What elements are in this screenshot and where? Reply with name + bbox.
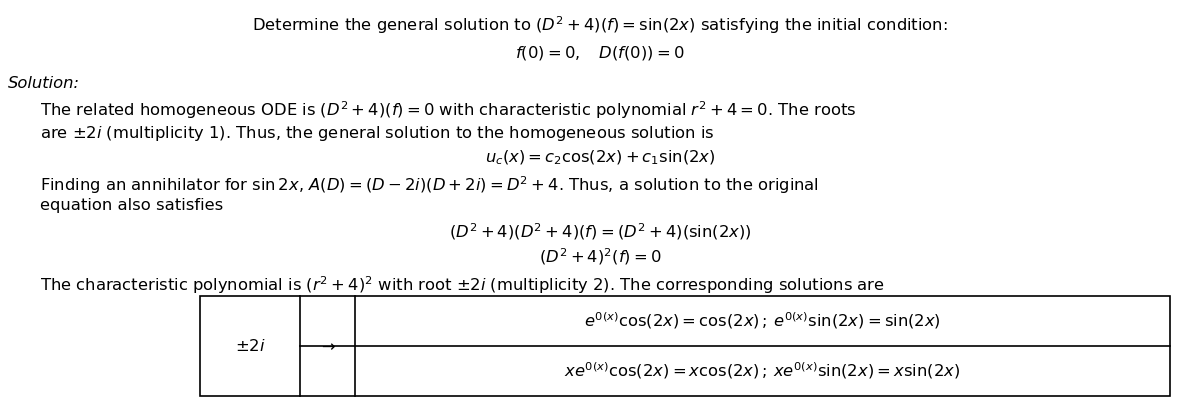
Text: $\pm 2i$: $\pm 2i$ xyxy=(235,338,265,354)
Text: are $\pm 2i$ (multiplicity 1). Thus, the general solution to the homogeneous sol: are $\pm 2i$ (multiplicity 1). Thus, the… xyxy=(40,124,714,143)
Text: equation also satisfies: equation also satisfies xyxy=(40,198,223,213)
Text: Finding an annihilator for $\sin 2x$, $A(D) = (D - 2i)(D + 2i) = D^2 + 4$. Thus,: Finding an annihilator for $\sin 2x$, $A… xyxy=(40,174,818,196)
Text: $(D^2 + 4)(D^2 + 4)(f) = (D^2 + 4)(\sin(2x))$: $(D^2 + 4)(D^2 + 4)(f) = (D^2 + 4)(\sin(… xyxy=(449,221,751,242)
Text: The related homogeneous ODE is $(D^2 + 4)(f) = 0$ with characteristic polynomial: The related homogeneous ODE is $(D^2 + 4… xyxy=(40,99,857,121)
Text: $xe^{0(x)}\cos(2x) = x\cos(2x)\,;\, xe^{0(x)}\sin(2x) = x\sin(2x)$: $xe^{0(x)}\cos(2x) = x\cos(2x)\,;\, xe^{… xyxy=(564,361,960,381)
Text: $(D^2 + 4)^2(f) = 0$: $(D^2 + 4)^2(f) = 0$ xyxy=(539,246,661,267)
Text: $e^{0(x)}\cos(2x) = \cos(2x)\,;\, e^{0(x)}\sin(2x) = \sin(2x)$: $e^{0(x)}\cos(2x) = \cos(2x)\,;\, e^{0(x… xyxy=(584,311,941,331)
Text: The characteristic polynomial is $(r^2 + 4)^2$ with root $\pm 2i$ (multiplicity : The characteristic polynomial is $(r^2 +… xyxy=(40,274,884,296)
Text: $f(0) = 0, \quad D(f(0)) = 0$: $f(0) = 0, \quad D(f(0)) = 0$ xyxy=(515,44,685,62)
Text: $\rightarrow$: $\rightarrow$ xyxy=(318,339,336,354)
Text: Solution:: Solution: xyxy=(8,76,80,91)
Text: Determine the general solution to $(D^2 + 4)(f) = \sin(2x)$ satisfying the initi: Determine the general solution to $(D^2 … xyxy=(252,14,948,36)
Bar xyxy=(200,296,1170,396)
Text: $u_c(x) = c_2 \cos(2x) + c_1 \sin(2x)$: $u_c(x) = c_2 \cos(2x) + c_1 \sin(2x)$ xyxy=(485,149,715,167)
